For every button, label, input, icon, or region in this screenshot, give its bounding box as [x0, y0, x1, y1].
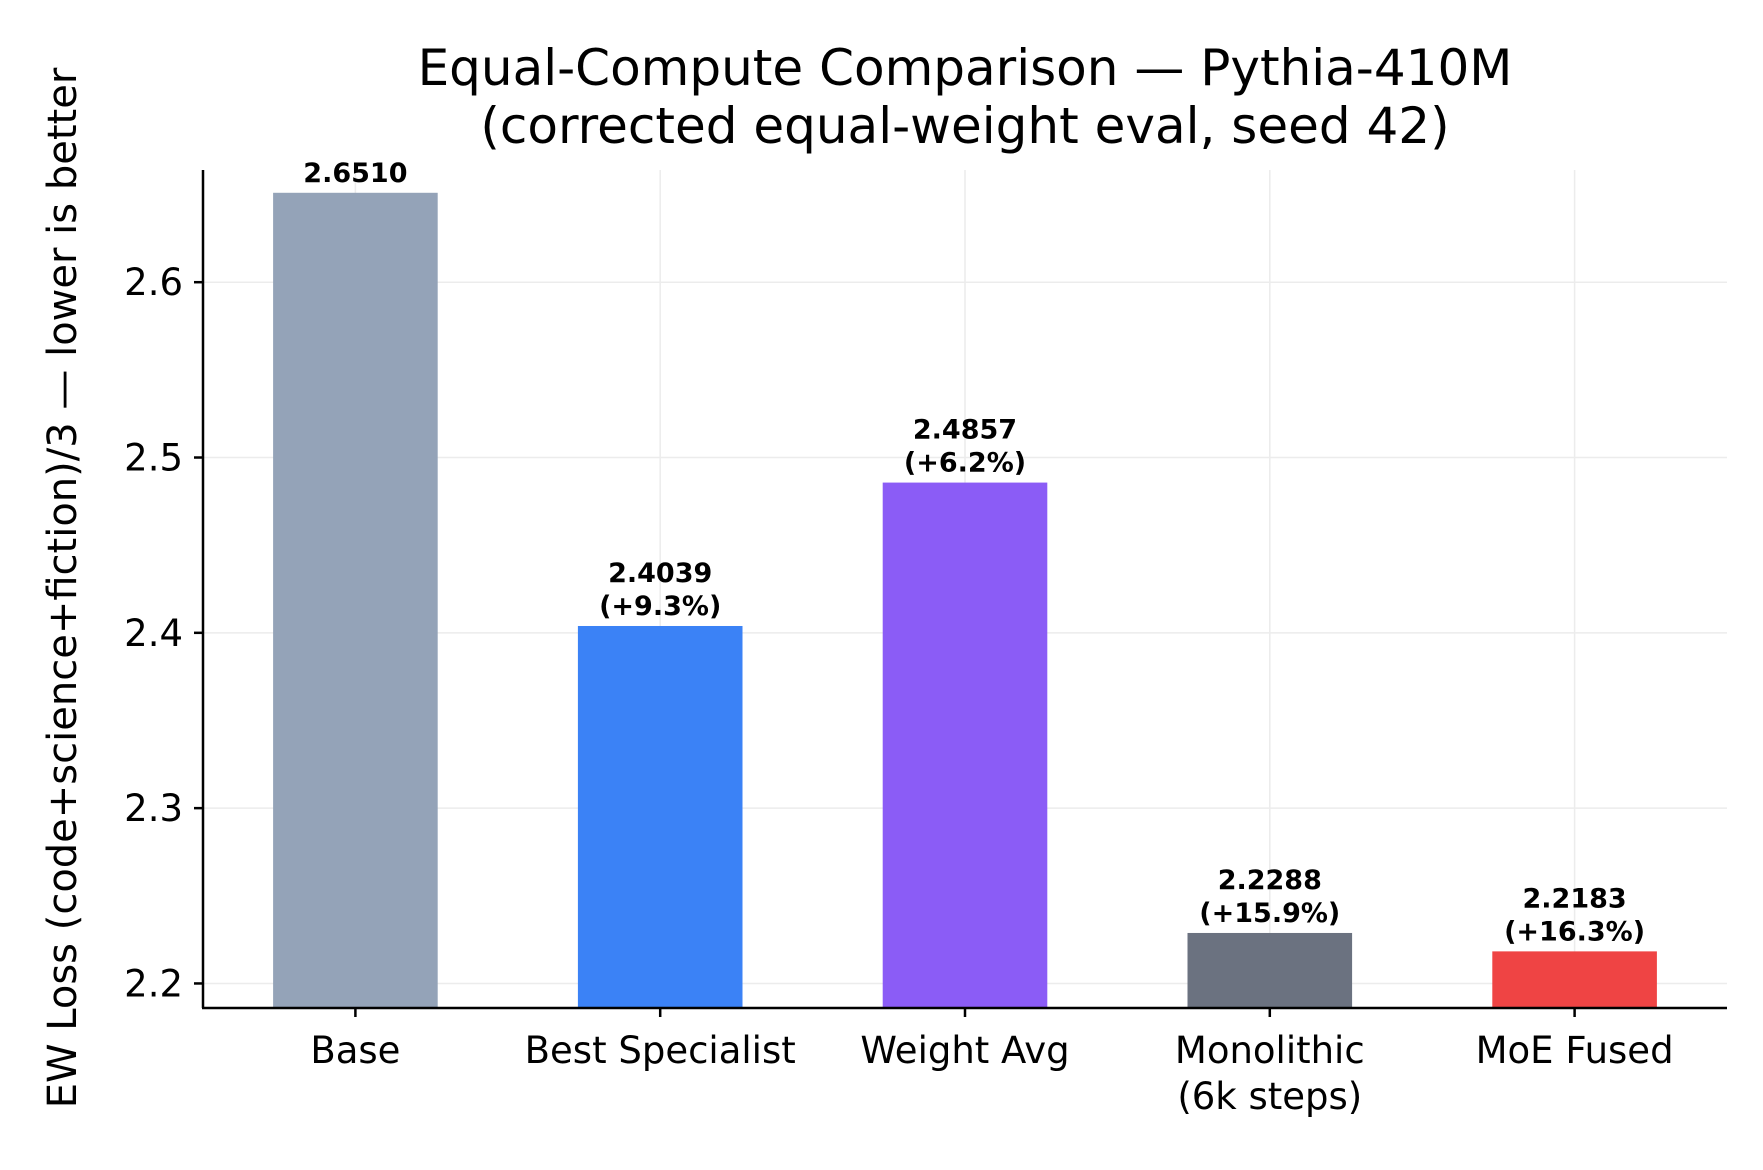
x-tick-label: Monolithic (6k steps) [1175, 1029, 1365, 1118]
value-label-line: (+9.3%) [599, 591, 721, 622]
value-label: 2.4039 (+9.3%) [599, 558, 721, 622]
y-tick-label: 2.2 [124, 962, 183, 1005]
chart-title: Equal-Compute Comparison — Pythia-410M (c… [418, 39, 1513, 155]
x-tick-label: Best Specialist [525, 1029, 796, 1072]
x-tick-label-line: MoE Fused [1476, 1029, 1674, 1072]
y-axis-label: EW Loss (code+science+fiction)/3 — lower… [40, 67, 86, 1108]
x-ticks: Base Best Specialist Weight Avg Monolithic(… [310, 1008, 1674, 1118]
y-ticks: 2.2 2.3 2.4 2.5 2.6 [124, 261, 203, 1005]
bar [273, 192, 438, 1009]
value-label: 2.4857 (+6.2%) [904, 415, 1026, 479]
value-label-line: (+15.9%) [1199, 898, 1340, 929]
bar [882, 482, 1048, 1008]
value-label: 2.2183 (+16.3%) [1504, 883, 1645, 947]
value-label: 2.6510 [303, 158, 407, 189]
x-tick-label-line: Weight Avg [860, 1029, 1069, 1072]
y-tick-label: 2.6 [124, 261, 183, 304]
x-tick-label-line: Base [310, 1029, 400, 1072]
x-tick-label: Base [310, 1029, 400, 1072]
bar [577, 625, 743, 1008]
value-label-line: 2.6510 [303, 158, 407, 189]
value-label-line: (+6.2%) [904, 448, 1026, 479]
y-tick-label: 2.3 [124, 787, 183, 830]
y-tick-label: 2.5 [124, 437, 183, 480]
value-label-line: (+16.3%) [1504, 916, 1645, 947]
value-label-line: 2.2288 [1218, 865, 1322, 896]
x-tick-label-line: Best Specialist [525, 1029, 796, 1072]
value-label: 2.2288 (+15.9%) [1199, 865, 1340, 929]
chart-title-line: (corrected equal-weight eval, seed 42) [480, 97, 1449, 155]
x-tick-label-line: (6k steps) [1177, 1075, 1362, 1118]
bar [1187, 932, 1353, 1008]
value-label-line: 2.4857 [913, 415, 1017, 446]
x-tick-label: Weight Avg [860, 1029, 1069, 1072]
value-label-line: 2.2183 [1522, 883, 1626, 914]
chart-title-line: Equal-Compute Comparison — Pythia-410M [418, 39, 1513, 97]
bar [1492, 951, 1657, 1008]
bars [273, 192, 1657, 1009]
x-tick-label: MoE Fused [1476, 1029, 1674, 1072]
x-tick-label-line: Monolithic [1175, 1029, 1365, 1072]
y-tick-label: 2.4 [124, 612, 183, 655]
value-label-line: 2.4039 [608, 558, 712, 589]
